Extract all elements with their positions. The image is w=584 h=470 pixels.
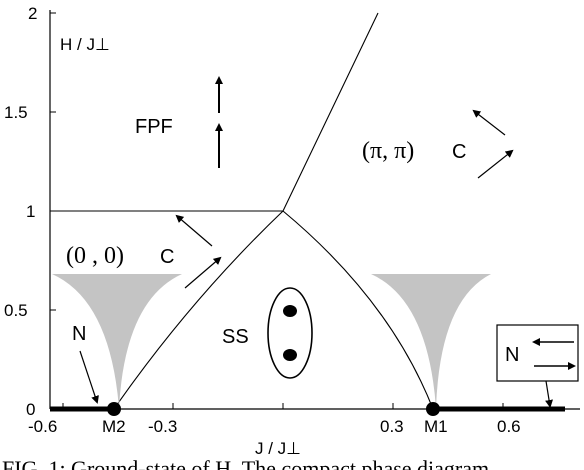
funnel-right [371,274,491,408]
region-pi-pi-label: (π, π) [362,138,414,164]
y-tick-label-1.5: 1.5 [4,103,28,122]
n-left-arrow [79,350,99,404]
boundary-upper [282,12,379,212]
ss-dot-bottom [283,349,297,361]
region-zero-zero-label: (0 , 0) [66,243,124,269]
pi-pi-arrow-lower [477,149,514,179]
x-tick-label-neg0.3: -0.3 [148,417,177,436]
y-tick-label-0.5: 0.5 [4,301,28,320]
zero-zero-arrow-lower [184,256,222,289]
y-axis-label: H / J⊥ [60,35,110,54]
x-special-m2: M2 [102,417,126,436]
x-tick-label-0.3: 0.3 [380,417,404,436]
region-n-left-label: N [72,323,86,345]
n-right-box [496,324,579,382]
x-special-m1: M1 [424,417,448,436]
boundary-ss-left [113,210,284,410]
boundary-ss-right [282,210,434,410]
x-tick-label-neg0.6: -0.6 [28,417,57,436]
y-tick-label-0: 0 [26,400,35,419]
y-tick-label-1: 1 [26,202,35,221]
x-tick-label-0.6: 0.6 [497,417,521,436]
zero-zero-arrow-upper [175,214,213,247]
pi-pi-arrow-upper [472,109,506,136]
region-pi-pi-c-label: C [452,141,466,163]
region-n-right-label: N [505,344,519,366]
funnel-left [52,274,182,408]
ss-dot-top [283,305,297,317]
ss-singlet-ellipse [267,287,313,379]
y-tick-label-2: 2 [28,4,37,23]
point-m1 [426,402,440,416]
figure-caption: FIG. 1: Ground-state of H. The compact p… [2,456,489,470]
region-ss-label: SS [222,326,249,348]
region-fpf-label: FPF [135,116,173,138]
region-zero-zero-c-label: C [160,246,174,268]
n-right-pointer [545,380,554,408]
point-m2 [107,402,121,416]
x-axis-label: J / J⊥ [255,439,301,458]
